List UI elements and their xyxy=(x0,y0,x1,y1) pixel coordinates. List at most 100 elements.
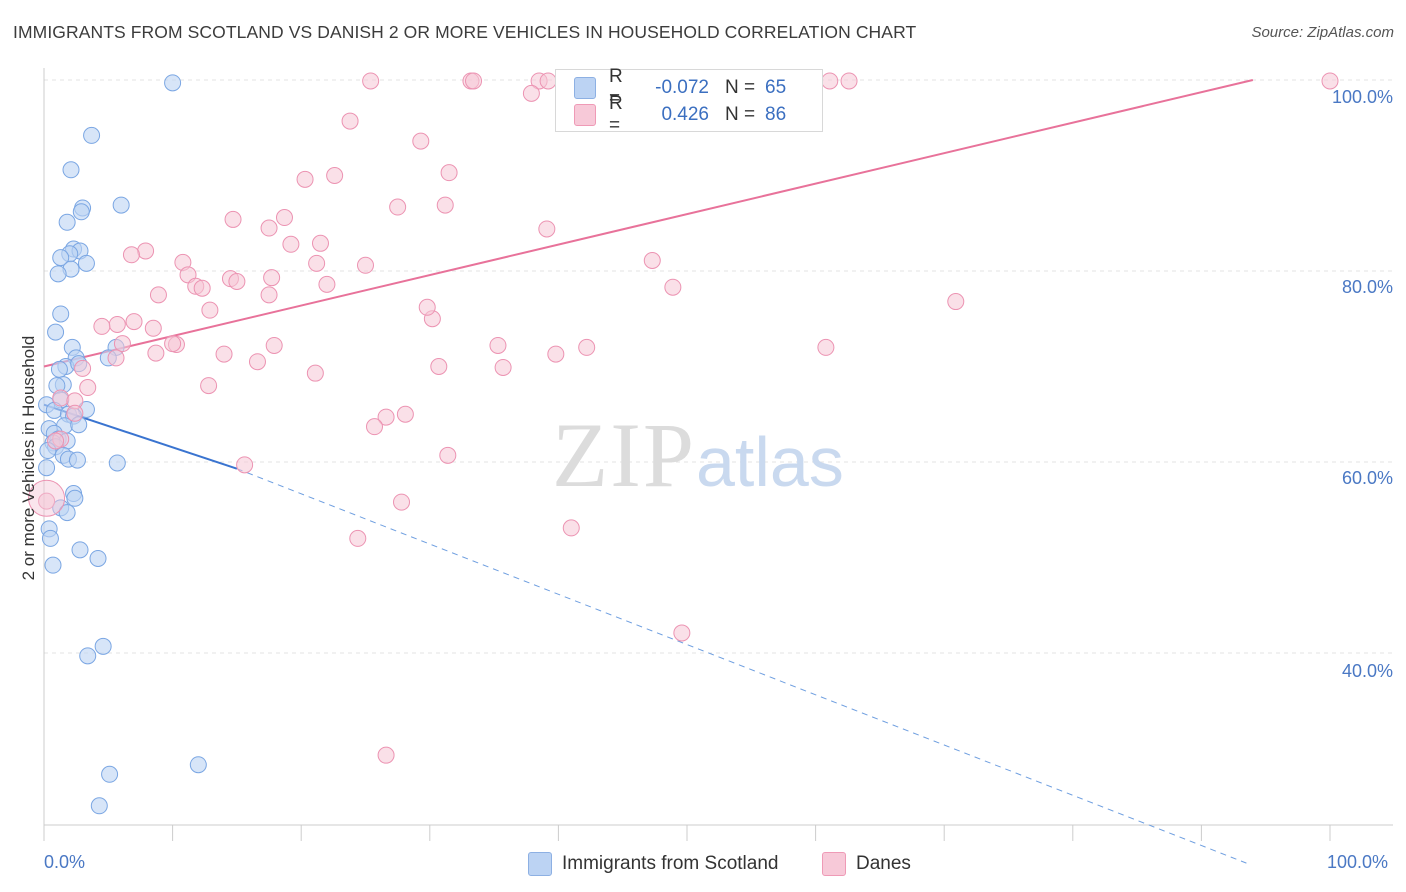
danes-point xyxy=(28,479,66,517)
danes-point xyxy=(236,456,254,474)
danes-point xyxy=(224,210,242,228)
scotland-point xyxy=(50,360,68,378)
legend-n-label: N = xyxy=(725,104,756,125)
scotland-point xyxy=(47,323,65,341)
danes-point xyxy=(149,286,167,304)
danes-point xyxy=(1321,72,1339,90)
danes-point xyxy=(547,345,565,363)
x-tick-label: 100.0% xyxy=(1327,852,1389,872)
danes-point xyxy=(430,358,448,375)
scotland-point xyxy=(108,454,126,472)
scotland-point xyxy=(58,504,76,522)
danes-point xyxy=(38,492,56,510)
scotland-point xyxy=(72,203,90,221)
danes-point xyxy=(389,198,407,216)
scotland-point xyxy=(101,765,119,783)
danes-point xyxy=(164,335,182,353)
scotland-point xyxy=(164,74,182,92)
bottom-legend-swatch-blue xyxy=(528,852,552,876)
scotland-point xyxy=(79,647,97,665)
scotland-point xyxy=(38,459,56,477)
danes-point xyxy=(840,72,858,90)
scotland-point xyxy=(41,529,59,547)
danes-point xyxy=(144,319,162,337)
danes-point xyxy=(440,164,458,182)
legend-r-label: R = xyxy=(609,66,623,109)
danes-point xyxy=(193,279,211,297)
danes-point xyxy=(79,379,97,397)
danes-point xyxy=(263,269,281,287)
scotland-point xyxy=(58,213,76,231)
danes-point xyxy=(282,235,300,253)
danes-point xyxy=(215,345,233,363)
y-tick-label: 100.0% xyxy=(1331,87,1393,107)
danes-point xyxy=(377,408,395,426)
danes-point xyxy=(147,344,165,362)
legend-n-value: 86 xyxy=(765,104,787,125)
danes-point xyxy=(465,72,483,90)
danes-point xyxy=(522,84,540,102)
danes-point xyxy=(200,377,218,395)
danes-point xyxy=(311,234,329,252)
bottom-legend-swatch-pink xyxy=(822,852,846,876)
danes-point xyxy=(673,624,691,642)
danes-point xyxy=(248,353,266,371)
danes-point xyxy=(201,301,219,319)
legend-row-scotland: R = -0.072 N = 65 xyxy=(574,66,787,109)
bottom-legend-danes: Danes xyxy=(822,852,911,876)
scotland-point xyxy=(89,549,107,567)
y-tick-label: 60.0% xyxy=(1341,468,1393,488)
danes-point xyxy=(326,167,344,184)
legend-swatch-blue xyxy=(574,77,596,99)
source-label: Source: ZipAtlas.com xyxy=(1251,24,1394,41)
danes-point xyxy=(74,359,92,377)
danes-point xyxy=(296,170,314,188)
danes-point xyxy=(439,446,457,464)
legend-n-value: 65 xyxy=(765,77,787,98)
danes-point xyxy=(341,112,359,130)
x-tick-label: 0.0% xyxy=(44,852,86,872)
danes-point xyxy=(412,132,430,150)
scotland-trend-dashed xyxy=(236,468,1247,864)
scotland-point xyxy=(71,541,89,559)
danes-trend-line xyxy=(43,79,1254,368)
scotland-point xyxy=(66,489,84,507)
y-tick-label: 80.0% xyxy=(1341,277,1393,297)
danes-point xyxy=(265,336,283,354)
danes-point xyxy=(108,315,126,333)
danes-point xyxy=(52,389,70,407)
danes-point xyxy=(47,432,65,450)
scotland-point xyxy=(83,126,101,144)
danes-point xyxy=(539,72,557,90)
danes-point xyxy=(366,418,384,436)
danes-point xyxy=(494,358,512,376)
scotland-point xyxy=(52,249,70,267)
bottom-legend-scotland: Immigrants from Scotland xyxy=(528,852,778,876)
legend-r-label: R = xyxy=(609,93,623,136)
legend-swatch-pink xyxy=(574,104,596,126)
danes-point xyxy=(308,254,326,272)
danes-point xyxy=(318,275,336,293)
watermark: ZIPatlas xyxy=(552,404,844,506)
danes-point xyxy=(137,242,155,260)
scotland-point xyxy=(189,756,207,774)
danes-point xyxy=(66,404,84,422)
danes-point xyxy=(393,493,411,511)
danes-point xyxy=(107,349,125,367)
danes-point xyxy=(436,196,454,214)
scotland-point xyxy=(44,556,62,574)
danes-point xyxy=(489,336,507,354)
scotland-point xyxy=(94,637,112,655)
danes-point xyxy=(125,313,143,331)
legend: R = -0.072 N = 65 R = 0.426 N = 86 xyxy=(555,66,823,136)
danes-point xyxy=(228,273,246,291)
danes-point xyxy=(578,338,596,356)
danes-point xyxy=(821,72,839,90)
danes-point xyxy=(260,286,278,304)
scotland-point xyxy=(62,161,80,179)
danes-point xyxy=(306,364,324,382)
danes-point xyxy=(377,746,395,764)
danes-point xyxy=(357,256,374,274)
danes-point xyxy=(947,293,965,311)
